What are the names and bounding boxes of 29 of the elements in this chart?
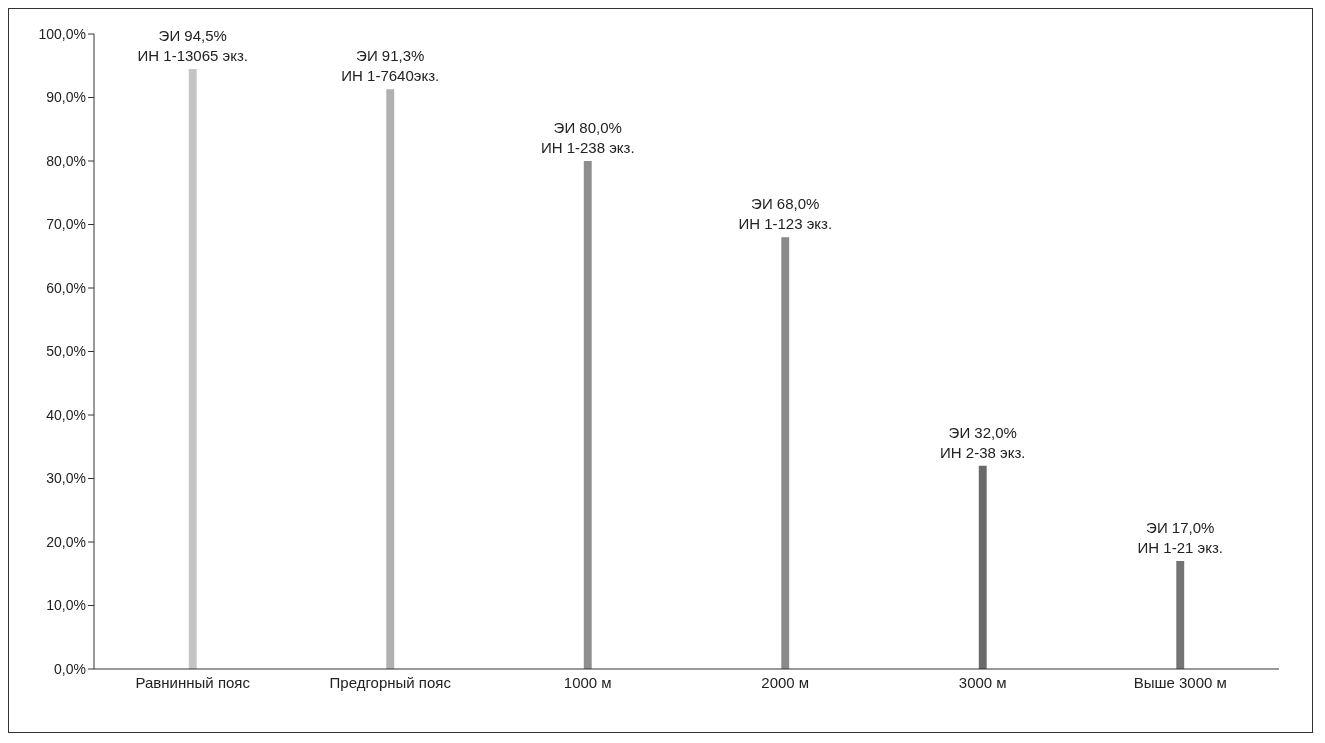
data-label: ЭИ 68,0% ИН 1-123 экз. (738, 195, 833, 233)
y-tick-label: 0,0% (54, 660, 86, 677)
y-tick-label: 90,0% (46, 89, 86, 106)
bar (583, 161, 592, 669)
y-tick-label: 10,0% (46, 597, 86, 614)
bar (386, 89, 395, 669)
x-tick-label: Предгорный пояс (329, 673, 452, 691)
bar (1176, 561, 1185, 669)
data-label: ЭИ 80,0% ИН 1-238 экз. (540, 119, 635, 156)
y-tick-label: 20,0% (46, 533, 86, 550)
y-tick-label: 50,0% (46, 343, 86, 360)
y-tick-label: 60,0% (46, 279, 86, 296)
x-tick-label: 2000 м (761, 673, 810, 691)
data-label: ЭИ 91,3% ИН 1-7640экз. (341, 47, 440, 85)
bar (978, 465, 987, 669)
bar (188, 68, 197, 669)
y-tick-label: 30,0% (46, 470, 86, 487)
y-tick-label: 70,0% (46, 216, 86, 233)
data-label: ЭИ 94,5% ИН 1-13065 экз. (137, 26, 248, 64)
x-tick-label: 1000 м (563, 673, 612, 691)
y-tick-label: 80,0% (46, 152, 86, 169)
y-tick-label: 100,0% (38, 25, 86, 42)
bar (781, 237, 790, 669)
y-tick-label: 40,0% (46, 406, 86, 423)
x-tick-label: 3000 м (958, 673, 1007, 691)
data-label: ЭИ 17,0% ИН 1-21 экз. (1137, 519, 1223, 557)
x-tick-label: Выше 3000 м (1133, 673, 1227, 691)
data-label: ЭИ 32,0% ИН 2-38 экз. (940, 423, 1026, 461)
x-tick-label: Равнинный пояс (135, 673, 251, 691)
